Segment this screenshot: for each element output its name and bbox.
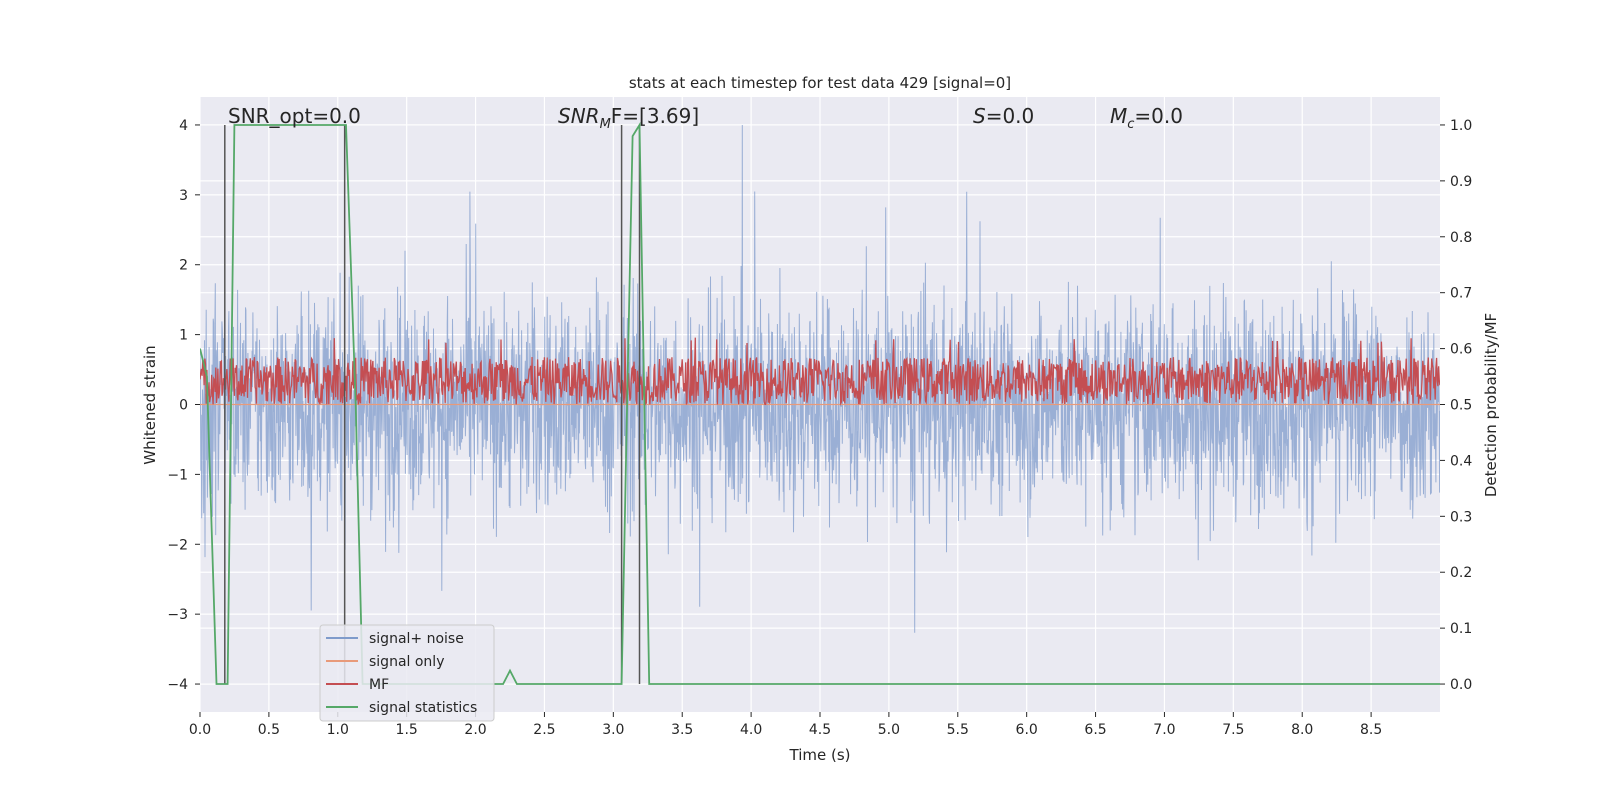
y2-tick-label: 0.4 xyxy=(1450,453,1472,469)
x-tick-label: 8.5 xyxy=(1360,722,1382,738)
series-signal-noise-line xyxy=(200,124,1440,633)
legend-label-mf: MF xyxy=(369,677,389,693)
y2-tick-label: 0.6 xyxy=(1450,342,1472,358)
x-tick-label: 4.5 xyxy=(809,722,831,738)
y2-tick-label: 0.8 xyxy=(1450,230,1472,246)
y-tick-label: 3 xyxy=(179,188,188,204)
y-tick-label: −4 xyxy=(167,677,188,693)
y2-axis-label: Detection probability/MF xyxy=(1482,313,1500,497)
x-tick-label: 7.0 xyxy=(1153,722,1175,738)
x-tick-label: 0.5 xyxy=(258,722,280,738)
annotation-snr-mf: SNRMF=[3.69] xyxy=(558,104,699,132)
legend-label-signal-only: signal only xyxy=(369,654,444,670)
annotation-mc: Mc=0.0 xyxy=(1110,104,1183,132)
y-tick-label: 0 xyxy=(179,398,188,414)
y2-tick-label: 0.2 xyxy=(1450,565,1472,581)
y-tick-label: −2 xyxy=(167,537,188,553)
annotation-s-rest: =0.0 xyxy=(986,104,1035,128)
x-tick-label: 4.0 xyxy=(740,722,762,738)
annotation-mc-main: M xyxy=(1110,104,1127,128)
x-tick-label: 5.0 xyxy=(878,722,900,738)
y2-tick-label: 0.0 xyxy=(1450,677,1472,693)
annotation-snr-opt: SNR_opt=0.0 xyxy=(228,104,361,128)
legend-label-signal-noise: signal+ noise xyxy=(369,631,464,647)
y-tick-label: 1 xyxy=(179,328,188,344)
series-mf-line xyxy=(200,337,1440,406)
x-tick-label: 3.0 xyxy=(602,722,624,738)
x-tick-label: 1.0 xyxy=(327,722,349,738)
annotation-snr-mf-sub: M xyxy=(600,117,611,132)
annotation-snr-mf-rest: F=[3.69] xyxy=(611,104,699,128)
x-tick-label: 6.5 xyxy=(1084,722,1106,738)
y-tick-label: −3 xyxy=(167,607,188,623)
y2-tick-label: 0.1 xyxy=(1450,621,1472,637)
y-tick-label: 2 xyxy=(179,258,188,274)
y-tick-label: −1 xyxy=(167,467,188,483)
y2-tick-label: 0.7 xyxy=(1450,286,1472,302)
x-axis-ticks: 0.0 0.5 1.0 1.5 2.0 2.5 3.0 3.5 4.0 4.5 5.0 5.5 6.0 6… xyxy=(189,712,1382,738)
legend: signal+ noise signal only MF signal stat… xyxy=(319,624,495,722)
annotation-mc-sub: c xyxy=(1127,117,1134,132)
y-tick-label: 4 xyxy=(179,118,188,134)
x-tick-label: 1.5 xyxy=(396,722,418,738)
x-tick-label: 8.0 xyxy=(1291,722,1313,738)
y2-tick-label: 0.9 xyxy=(1450,174,1472,190)
annotation-snr-mf-main: SNR xyxy=(558,104,600,128)
y2-axis-ticks: 1.0 0.9 0.8 0.7 0.6 0.5 0.4 0.3 0.2 0.1 0.0 xyxy=(1440,118,1472,693)
x-tick-label: 3.5 xyxy=(671,722,693,738)
annotation-s: S=0.0 xyxy=(973,104,1034,128)
annotation-s-main: S xyxy=(973,104,986,128)
y2-tick-label: 0.5 xyxy=(1450,398,1472,414)
x-tick-label: 2.0 xyxy=(464,722,486,738)
y2-tick-label: 1.0 xyxy=(1450,118,1472,134)
chart-title: stats at each timestep for test data 429… xyxy=(629,74,1011,92)
x-tick-label: 5.5 xyxy=(947,722,969,738)
legend-label-signal-statistics: signal statistics xyxy=(369,700,477,716)
y-axis-ticks: 4 3 2 1 0 −1 −2 −3 −4 xyxy=(167,118,200,693)
x-tick-label: 7.5 xyxy=(1222,722,1244,738)
y-axis-label: Whitened strain xyxy=(141,345,159,464)
annotation-mc-rest: =0.0 xyxy=(1134,104,1183,128)
x-axis-label: Time (s) xyxy=(789,746,851,764)
y2-tick-label: 0.3 xyxy=(1450,509,1472,525)
x-tick-label: 6.0 xyxy=(1016,722,1038,738)
legend-frame xyxy=(319,624,495,722)
x-tick-label: 0.0 xyxy=(189,722,211,738)
x-tick-label: 2.5 xyxy=(533,722,555,738)
